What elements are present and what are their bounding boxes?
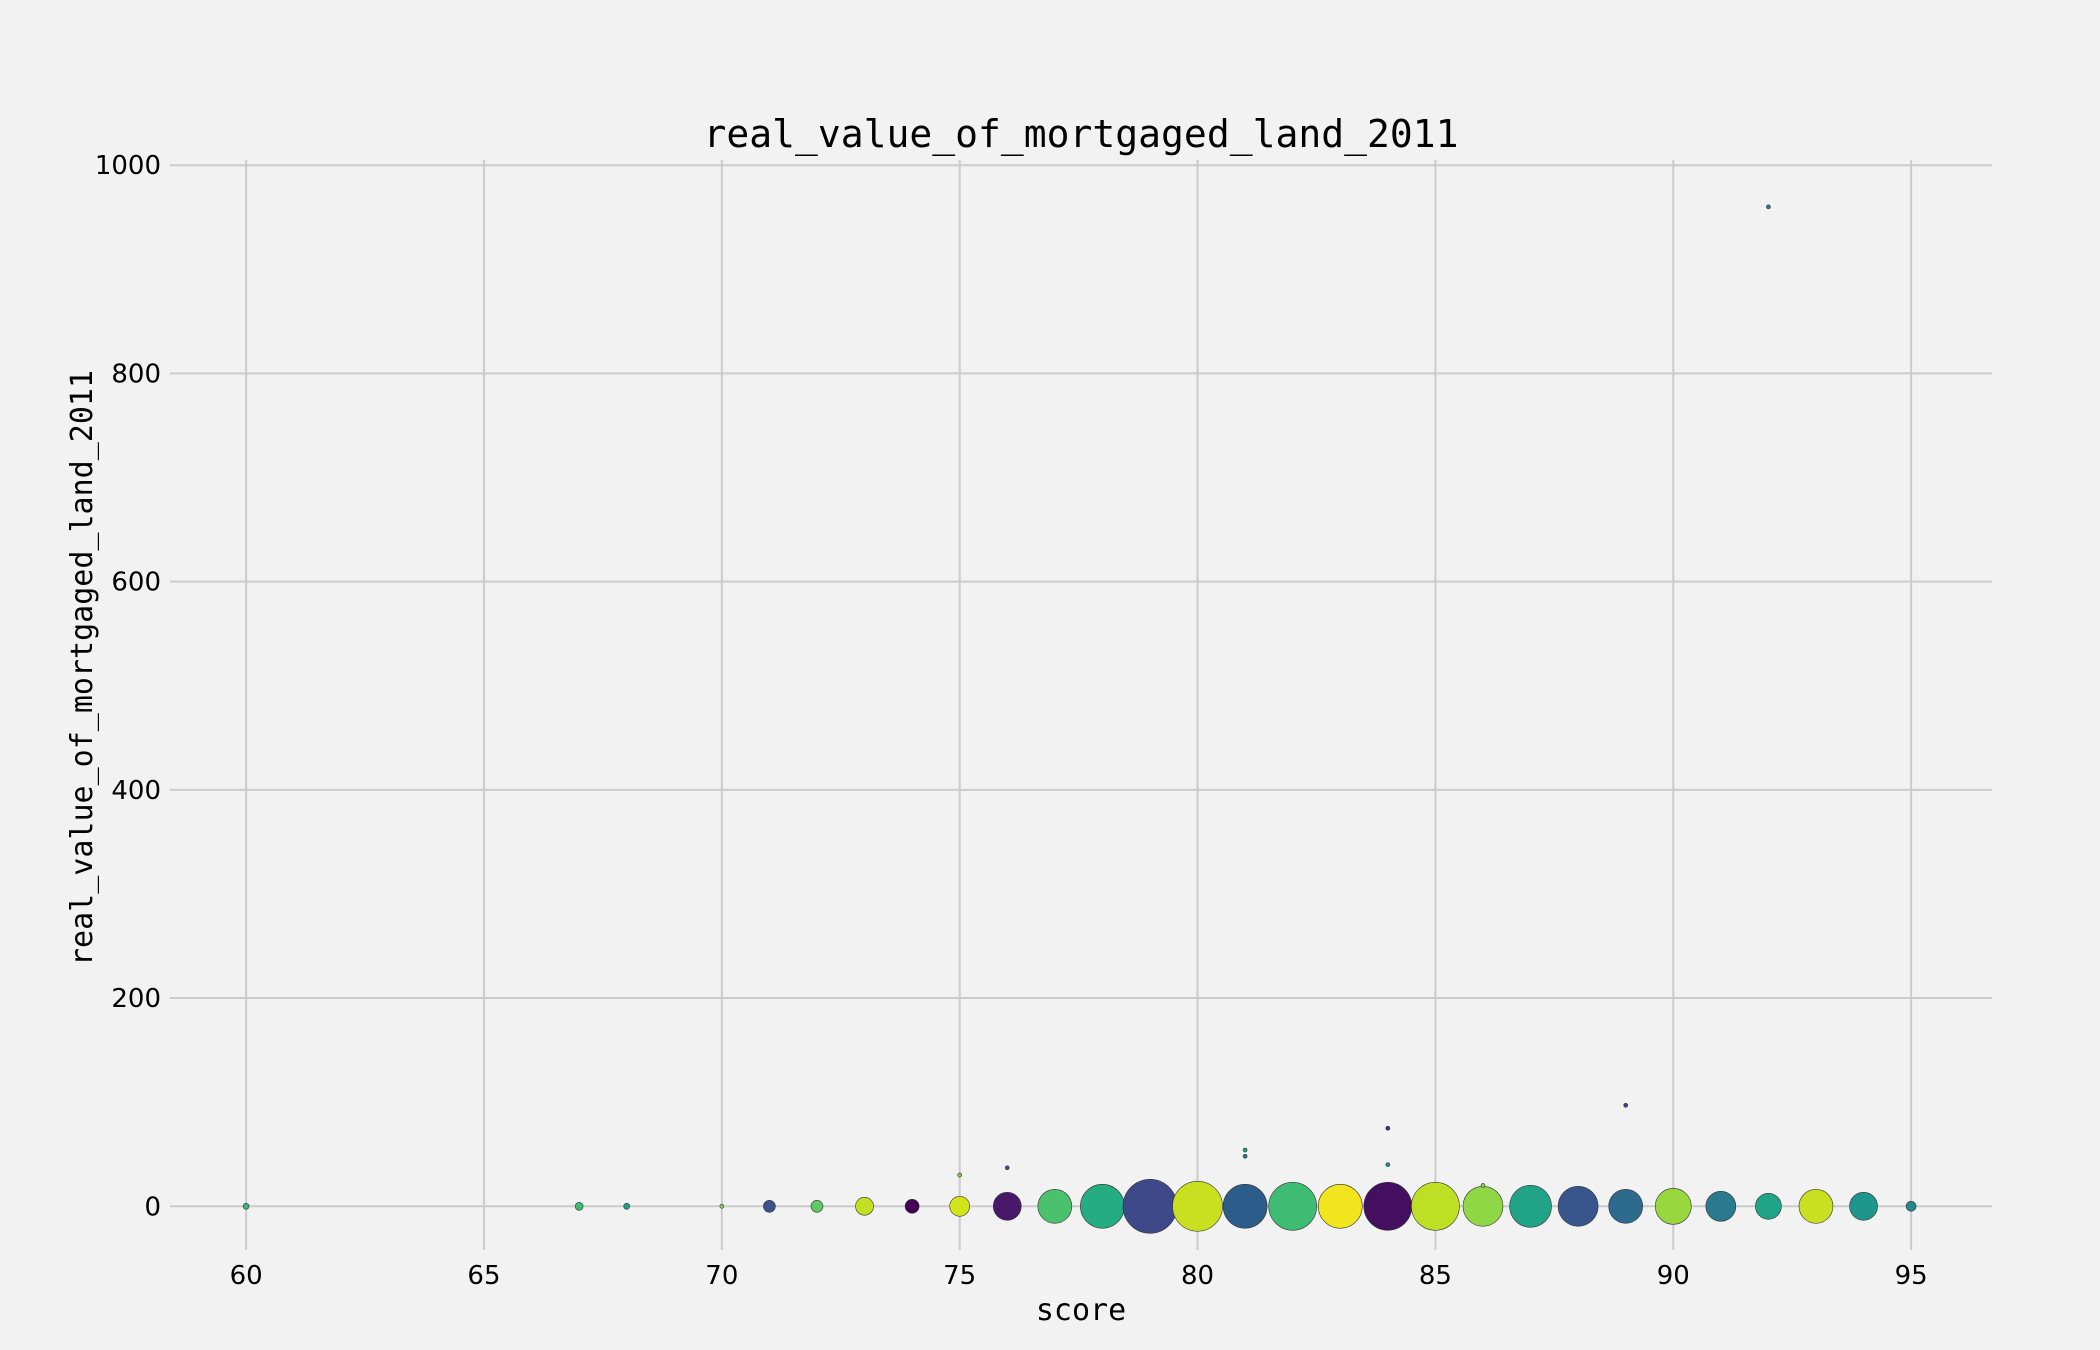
data-point [1268, 1181, 1317, 1231]
data-point [1608, 1188, 1643, 1224]
y-tick-label: 1000 [95, 151, 161, 181]
data-points [242, 204, 1917, 1234]
data-point [957, 1172, 962, 1178]
y-gridlines [170, 164, 1992, 1208]
y-tick-label: 0 [144, 1192, 161, 1222]
data-point [1705, 1190, 1737, 1222]
data-point [1411, 1181, 1460, 1231]
x-tick-label: 95 [1895, 1261, 1928, 1291]
data-point [1122, 1178, 1178, 1234]
data-point [855, 1196, 874, 1216]
y-tick-label: 400 [111, 776, 161, 806]
data-point [1363, 1181, 1413, 1231]
data-point [1242, 1147, 1248, 1153]
data-point [992, 1191, 1022, 1221]
data-point [242, 1202, 250, 1210]
data-point [1242, 1154, 1248, 1159]
data-point [1462, 1185, 1504, 1227]
data-point [949, 1195, 970, 1217]
data-point [574, 1201, 584, 1211]
data-point [1037, 1188, 1073, 1224]
data-point [1849, 1191, 1878, 1221]
data-point [1755, 1192, 1782, 1220]
data-point [763, 1199, 776, 1213]
data-point [1623, 1102, 1628, 1108]
data-point [1385, 1162, 1391, 1167]
data-point [1509, 1184, 1552, 1228]
y-axis-title: real_value_of_mortgaged_land_2011 [65, 370, 100, 966]
x-tick-labels: 60 65 70 75 80 85 90 95 [230, 1261, 1928, 1291]
data-point [1480, 1183, 1486, 1188]
data-point [1766, 204, 1771, 210]
x-tick-label: 90 [1657, 1261, 1690, 1291]
x-axis-title: score [1036, 1293, 1126, 1328]
y-tick-label: 200 [111, 984, 161, 1014]
y-tick-labels: 0 200 400 600 800 1000 [95, 151, 161, 1222]
chart-title: real_value_of_mortgaged_land_2011 [704, 112, 1459, 157]
data-point [1004, 1165, 1010, 1171]
x-tick-label: 85 [1419, 1261, 1452, 1291]
y-tick-label: 800 [111, 359, 161, 389]
x-tick-label: 80 [1181, 1261, 1214, 1291]
data-point [1557, 1185, 1599, 1227]
data-point [810, 1199, 824, 1213]
data-point [1905, 1200, 1917, 1212]
data-point [623, 1202, 630, 1210]
x-tick-label: 60 [230, 1261, 263, 1291]
x-gridlines [245, 160, 1913, 1250]
x-tick-label: 75 [943, 1261, 976, 1291]
x-tick-label: 65 [467, 1261, 500, 1291]
data-point [1080, 1183, 1125, 1229]
data-point [1317, 1183, 1363, 1229]
data-point [1798, 1188, 1834, 1224]
data-point [1654, 1187, 1692, 1225]
data-point [904, 1198, 920, 1214]
data-point [1222, 1183, 1268, 1229]
data-point [719, 1203, 725, 1209]
data-point [1385, 1125, 1391, 1131]
x-tick-label: 70 [705, 1261, 738, 1291]
y-tick-label: 600 [111, 568, 161, 598]
data-point [1172, 1180, 1223, 1232]
